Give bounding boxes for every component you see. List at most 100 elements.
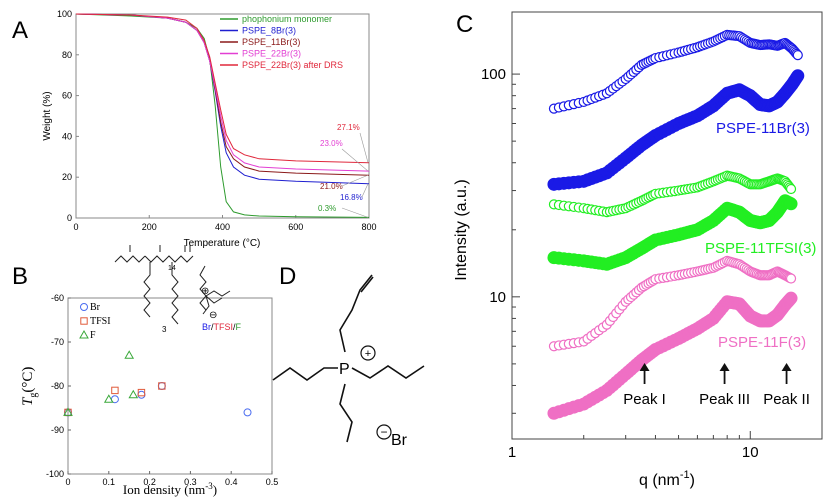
panel-b-legend-marker — [80, 303, 88, 311]
panel-b-point-tfsi — [111, 386, 119, 395]
panel-c-xtick-label: 10 — [742, 444, 759, 461]
panel-a-xtick-label: 200 — [142, 222, 157, 232]
panel-c-series-label: PSPE-11TFSI(3) — [705, 240, 816, 257]
panel-a-annotations: 27.1% 23.0% 21.0% 16.8% 0.3% — [318, 123, 369, 218]
panel-d-structure: P + − Br — [272, 274, 425, 449]
panel-a-ytick-label: 20 — [62, 172, 72, 182]
panel-b-legend-entry: F — [90, 330, 96, 341]
structure-subscript-3: 3 — [162, 325, 167, 334]
monomer-minus: − — [380, 425, 387, 439]
panel-a-xtick-label: 0 — [73, 222, 78, 232]
panel-c-points — [547, 29, 805, 420]
monomer-minus-circle — [376, 424, 392, 440]
panel-b-point-f — [124, 350, 135, 359]
counter-ion-tfsi: TFSI — [214, 322, 234, 332]
panel-c-xlabel-sup: -1 — [680, 469, 690, 481]
panel-a-xtick-label: 400 — [215, 222, 230, 232]
panel-a-annotation: 21.0% — [320, 182, 343, 191]
panel-b-point-br — [243, 408, 252, 417]
panel-label-a: A — [12, 17, 28, 44]
panel-a-ytick-label: 40 — [62, 131, 72, 141]
panel-a-annotation: 0.3% — [318, 204, 336, 213]
monomer-phosphorus: P — [339, 361, 350, 378]
panel-a-xtick-label: 800 — [361, 222, 376, 232]
panel-a-ticks: 0 200 400 600 800 0 20 40 60 80 100 — [57, 9, 377, 232]
panel-c-point-open — [785, 273, 797, 284]
panel-a-ytick-label: 0 — [67, 213, 72, 223]
panel-label-d: D — [279, 263, 296, 290]
panel-b-ytick-label: -80 — [51, 381, 64, 391]
panel-a-annotation-leader — [359, 132, 369, 163]
panel-c-series-label: PSPE-11F(3) — [718, 334, 806, 351]
panel-b-ylabel: Tg(°C) — [20, 367, 39, 406]
panel-b-xlabel: Ion density (nm-3) — [123, 481, 217, 497]
panel-c-peak-arrowhead — [639, 363, 650, 371]
panel-c-xlabel-close: ) — [690, 472, 695, 489]
panel-b-xtick-label: 0.5 — [266, 477, 279, 487]
panel-a-legend-entry: PSPE_11Br(3) — [242, 37, 300, 47]
panel-a-ylabel: Weight (%) — [42, 91, 53, 140]
panel-b-point-f — [128, 389, 139, 399]
panel-a-ytick-label: 60 — [62, 91, 72, 101]
panel-c-series-labels: PSPE-11Br(3) PSPE-11TFSI(3) PSPE-11F(3) — [705, 120, 816, 351]
panel-b-ylabel-unit: (°C) — [20, 367, 36, 393]
panel-b-legend-marker — [79, 329, 89, 339]
panel-a-xlabel: Temperature (°C) — [184, 238, 261, 249]
panel-a-ytick-label: 100 — [57, 9, 72, 19]
counter-ion-sep-2: / — [233, 322, 236, 332]
panel-c-point-filled — [784, 197, 798, 211]
panel-b-xlabel-close: ) — [213, 482, 217, 497]
panel-c-point-open — [785, 183, 797, 195]
structure-plus: ⊕ — [201, 286, 209, 297]
monomer-bromide: Br — [391, 432, 408, 449]
polymer-structure — [114, 245, 231, 325]
panel-b-ytick-label: -60 — [51, 293, 64, 303]
panel-c-point-filled — [791, 69, 805, 83]
structure-minus: ⊖ — [209, 310, 217, 321]
panel-b-legend-entry: Br — [90, 302, 101, 313]
panel-b-xlabel-main: Ion density (nm — [123, 482, 205, 497]
panel-c-frame — [511, 11, 823, 440]
panel-b-xlabel-sup: -3 — [205, 481, 213, 491]
panel-a-legend: phophonium monomer PSPE_8Br(3)PSPE_11Br(3… — [220, 14, 343, 70]
panel-b-point-tfsi — [137, 388, 146, 397]
panel-c-peak-label: Peak I — [623, 391, 666, 408]
counter-ion-f: F — [236, 322, 242, 332]
panel-label-b: B — [12, 263, 28, 290]
panel-b-point-br — [137, 390, 146, 399]
panel-a-annotation-leader — [341, 174, 369, 187]
panel-b-legend-entry: TFSI — [90, 316, 111, 327]
panel-a-series-line — [75, 13, 370, 176]
panel-b-legend-marker — [80, 317, 88, 325]
panel-a-legend-entry: PSPE_22Br(3) after DRS — [242, 60, 343, 70]
panel-b-ylabel-main: T — [20, 396, 36, 406]
panel-c-peak-label: Peak III — [699, 391, 750, 408]
panel-c-xlabel: q (nm-1) — [639, 469, 695, 489]
panel-label-c: C — [456, 11, 473, 38]
panel-b-xtick-label: 0.1 — [103, 477, 116, 487]
panel-a-annotation: 27.1% — [337, 123, 360, 132]
panel-c-peaks: Peak I Peak III Peak II — [623, 363, 810, 408]
panel-b-ytick-label: -70 — [51, 337, 64, 347]
panel-b-points — [63, 350, 252, 417]
panel-b-point-br — [157, 382, 166, 390]
panel-c-point-open — [792, 50, 803, 61]
panel-a-ytick-label: 80 — [62, 50, 72, 60]
panel-a-annotation: 23.0% — [320, 139, 343, 148]
panel-b-ticks: 0 0.1 0.2 0.3 0.4 0.5 -60 -70 -80 -90 -100 — [46, 293, 278, 487]
panel-b-xtick-label: 0.2 — [143, 477, 156, 487]
counter-ion-sep-1: / — [211, 322, 214, 332]
panel-a-annotation-leader — [341, 207, 369, 218]
panel-a-tga: 0 200 400 600 800 0 20 40 60 80 100 Temperature (°… — [42, 9, 377, 249]
panel-c-xlabel-main: q (nm — [639, 472, 680, 489]
panel-b-ytick-label: -90 — [51, 425, 64, 435]
monomer-bonds — [272, 274, 425, 443]
polymer-structure-labels: 3 14 ⊕ ⊖ Br/TFSI/F — [162, 265, 242, 334]
panel-c-peak-arrowhead — [781, 363, 792, 371]
panel-c-ylabel: Intensity (a.u.) — [453, 179, 470, 280]
monomer-plus-circle — [360, 345, 376, 361]
panel-b-point-f — [103, 394, 114, 403]
panel-a-legend-entry: phophonium monomer — [242, 14, 332, 24]
panel-b-xtick-label: 0 — [65, 477, 70, 487]
